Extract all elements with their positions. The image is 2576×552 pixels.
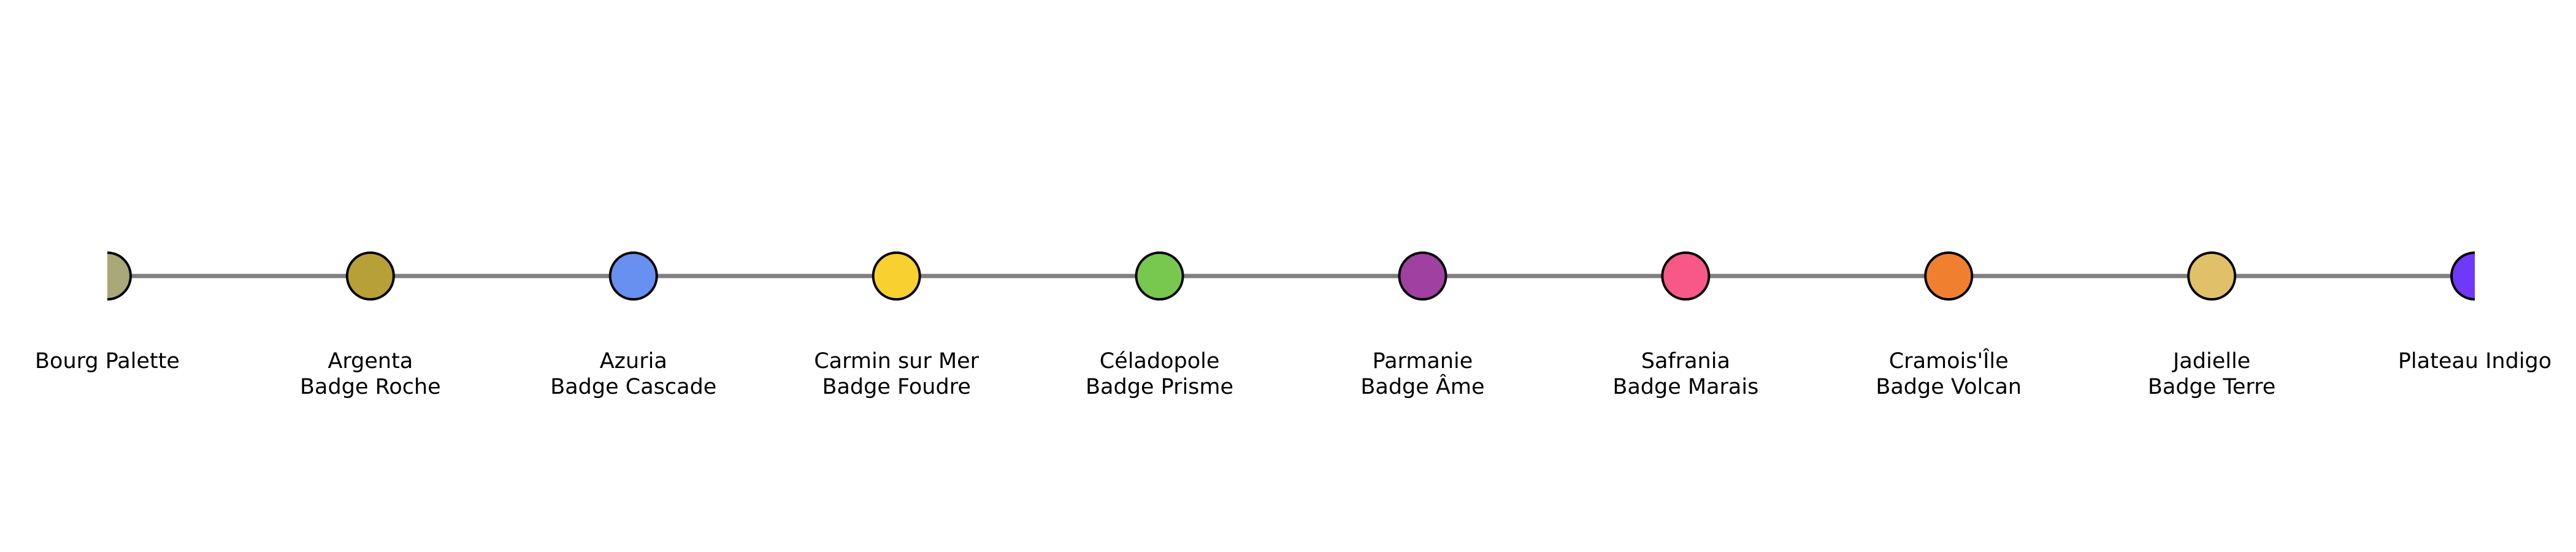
stop-marker: [2187, 251, 2237, 301]
stop-badge-label: Badge Roche: [300, 375, 441, 399]
stop-marker: [1924, 251, 1974, 301]
stop-badge-label: Badge Volcan: [1876, 375, 2022, 399]
stops-layer: [107, 251, 2475, 301]
stop-name-label: Plateau Indigo: [2398, 349, 2551, 374]
stop-marker: [107, 251, 132, 301]
stop-marker: [608, 251, 658, 301]
stop-marker: [2450, 251, 2475, 301]
stop-name-label: Jadielle: [2172, 349, 2250, 374]
stop-badge-label: Badge Cascade: [550, 375, 716, 399]
stop-name-label: Argenta: [328, 349, 413, 374]
stop-badge-label: Badge Foudre: [822, 375, 970, 399]
stop-name-label: Cramois'Île: [1889, 348, 2009, 374]
stop-name-label: Carmin sur Mer: [814, 349, 979, 374]
stop-marker: [872, 251, 921, 301]
stop-marker: [345, 251, 395, 301]
stop-name-label: Safrania: [1641, 349, 1730, 374]
stop-marker: [1135, 251, 1184, 301]
stop-badge-label: Badge Marais: [1612, 375, 1758, 399]
stop-badge-label: Badge Âme: [1360, 374, 1484, 399]
stop-marker: [1661, 251, 1711, 301]
stop-name-label: Parmanie: [1373, 349, 1473, 374]
stop-name-label: Azuria: [600, 349, 667, 374]
stop-badge-label: Badge Terre: [2148, 375, 2275, 399]
stop-name-label: Céladopole: [1100, 349, 1220, 374]
stop-marker: [1398, 251, 1447, 301]
stop-name-label: Bourg Palette: [35, 349, 180, 374]
stop-badge-label: Badge Prisme: [1086, 375, 1233, 399]
